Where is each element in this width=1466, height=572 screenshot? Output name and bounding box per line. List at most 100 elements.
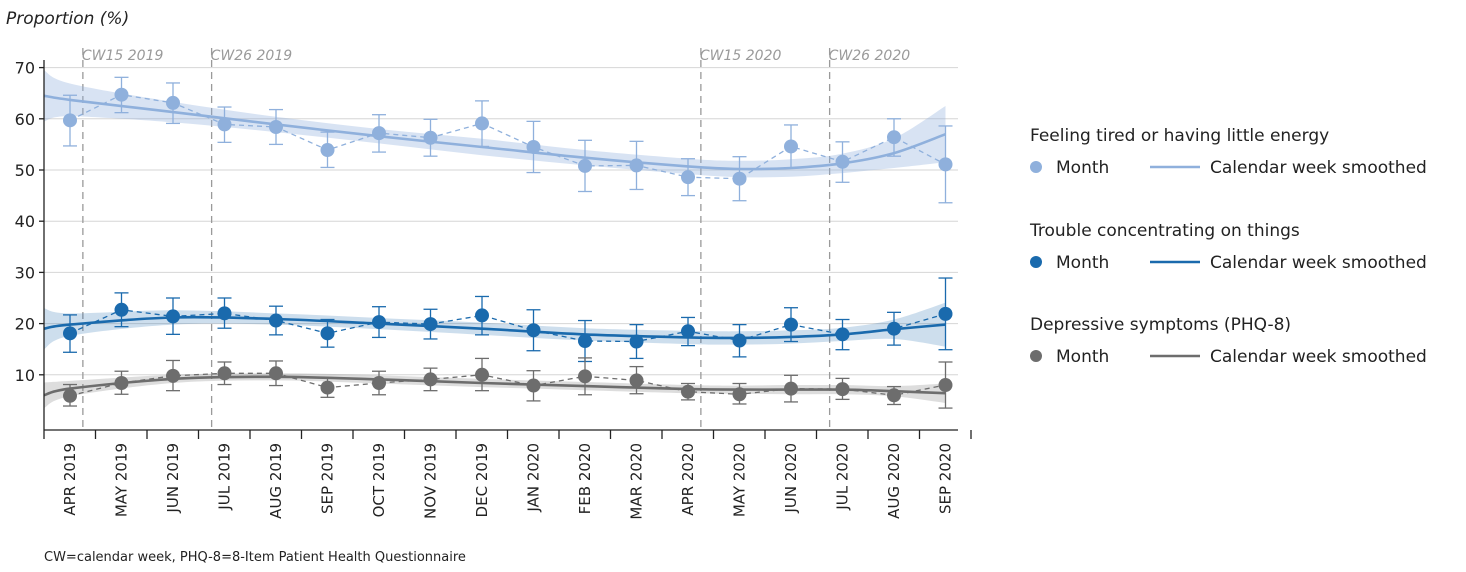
data-point: [629, 334, 644, 349]
x-tick-label: SEP 2020: [937, 443, 955, 514]
data-point: [114, 375, 129, 390]
legend-smooth-label: Calendar week smoothed: [1210, 158, 1427, 178]
x-tick-label: JAN 2020: [525, 443, 543, 513]
data-point: [423, 317, 438, 332]
data-point: [63, 113, 77, 128]
data-point: [835, 382, 850, 397]
y-tick-label: 30: [15, 263, 35, 282]
confidence-bands: [44, 70, 946, 409]
x-tick-label: MAY 2019: [113, 443, 131, 517]
reference-line-label: CW26 2020: [829, 48, 911, 64]
legend-title: Depressive symptoms (PHQ-8): [1030, 315, 1291, 335]
monthly-series-group: [63, 277, 953, 363]
data-point: [114, 87, 129, 102]
legend-month-label: Month: [1056, 347, 1109, 367]
y-tick-label: 60: [15, 110, 35, 129]
data-point: [372, 126, 386, 141]
data-point: [269, 366, 283, 381]
x-tick-label: JUL 2020: [834, 443, 852, 511]
x-tick-label: APR 2020: [679, 443, 697, 516]
legend-month-label: Month: [1056, 158, 1109, 178]
monthly-series-group: [63, 76, 953, 204]
data-point: [475, 116, 489, 131]
data-point: [475, 367, 489, 382]
data-point: [166, 309, 180, 324]
data-point: [578, 334, 592, 349]
data-point: [732, 387, 747, 402]
legend-month-label: Month: [1056, 253, 1109, 273]
legend-month-marker: [1030, 350, 1042, 362]
x-tick-label: MAY 2020: [731, 443, 749, 517]
data-point: [681, 170, 695, 185]
data-point: [629, 158, 644, 173]
footnote: CW=calendar week, PHQ-8=8-Item Patient H…: [44, 550, 466, 565]
y-tick-label: 70: [15, 59, 35, 78]
x-tick-label: OCT 2019: [370, 443, 388, 517]
data-point: [423, 372, 438, 387]
x-tick-label: DEC 2019: [473, 443, 491, 517]
data-point: [114, 302, 129, 317]
x-tick-label: NOV 2019: [422, 443, 440, 519]
x-tick-label: JUN 2020: [782, 443, 800, 514]
legend-group: Trouble concentrating on things Month Cale…: [1029, 221, 1427, 273]
legend: Feeling tired or having little energy Mon…: [1029, 126, 1427, 367]
monthly-series: [63, 76, 953, 409]
data-point: [269, 313, 283, 328]
data-point: [269, 119, 283, 134]
data-point: [526, 323, 541, 338]
data-point: [63, 388, 77, 403]
y-tick-label: 40: [15, 212, 35, 231]
data-point: [938, 157, 953, 172]
data-point: [217, 366, 232, 381]
monthly-series-group: [63, 357, 953, 409]
data-point: [938, 306, 953, 321]
data-point: [578, 158, 592, 173]
x-tick-label: AUG 2019: [267, 443, 285, 519]
x-tick-label: FEB 2020: [576, 443, 594, 514]
legend-smooth-label: Calendar week smoothed: [1210, 253, 1427, 273]
legend-group: Depressive symptoms (PHQ-8) Month Calendar…: [1030, 315, 1427, 367]
data-point: [835, 327, 850, 342]
data-point: [835, 154, 850, 169]
legend-title: Feeling tired or having little energy: [1030, 126, 1329, 146]
legend-title: Trouble concentrating on things: [1029, 221, 1300, 241]
data-point: [784, 381, 798, 396]
y-tick-label: 20: [15, 315, 35, 334]
data-point: [681, 384, 695, 399]
data-point: [578, 369, 592, 384]
data-point: [320, 326, 335, 341]
y-tick-label: 50: [15, 161, 35, 180]
data-point: [372, 315, 386, 330]
monthly-dashed-line: [69, 372, 946, 397]
data-point: [372, 375, 386, 390]
data-point: [166, 368, 180, 383]
reference-line-label: CW26 2019: [211, 48, 293, 64]
gridlines: [44, 67, 958, 376]
x-tick-label: JUL 2019: [216, 443, 234, 511]
x-tick-label: SEP 2019: [319, 443, 337, 514]
data-point: [217, 306, 232, 321]
axes: 10 20 30 40 50 60 70 APR 2019 MAY 2019 JUN 2019 JU…: [15, 59, 972, 520]
data-point: [217, 117, 232, 132]
data-point: [887, 388, 901, 403]
reference-lines: CW15 2019 CW26 2019 CW15 2020 CW26 2020: [82, 48, 910, 430]
confidence-band: [44, 302, 946, 350]
x-tick-label: AUG 2020: [885, 443, 903, 519]
data-point: [320, 380, 335, 395]
data-point: [681, 324, 695, 339]
data-point: [732, 333, 747, 348]
data-point: [526, 139, 541, 154]
legend-group: Feeling tired or having little energy Mon…: [1030, 126, 1427, 178]
data-point: [526, 378, 541, 393]
data-point: [784, 139, 798, 154]
y-tick-label: 10: [15, 366, 35, 385]
legend-month-marker: [1030, 161, 1042, 173]
data-point: [320, 143, 335, 158]
data-point: [887, 130, 901, 145]
data-point: [784, 317, 798, 332]
data-point: [423, 130, 438, 145]
legend-month-marker: [1030, 256, 1042, 268]
data-point: [63, 326, 77, 341]
